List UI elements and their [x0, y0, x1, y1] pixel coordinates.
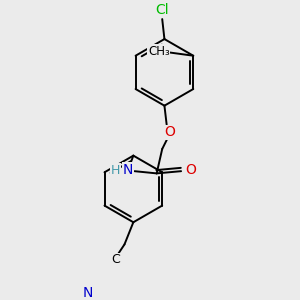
Text: O: O: [164, 125, 175, 139]
Text: O: O: [186, 163, 196, 177]
Text: Cl: Cl: [155, 3, 169, 17]
Text: N: N: [123, 163, 133, 177]
Text: C: C: [111, 254, 120, 266]
Text: H: H: [111, 164, 120, 177]
Text: N: N: [82, 286, 93, 300]
Text: CH₃: CH₃: [148, 45, 170, 58]
